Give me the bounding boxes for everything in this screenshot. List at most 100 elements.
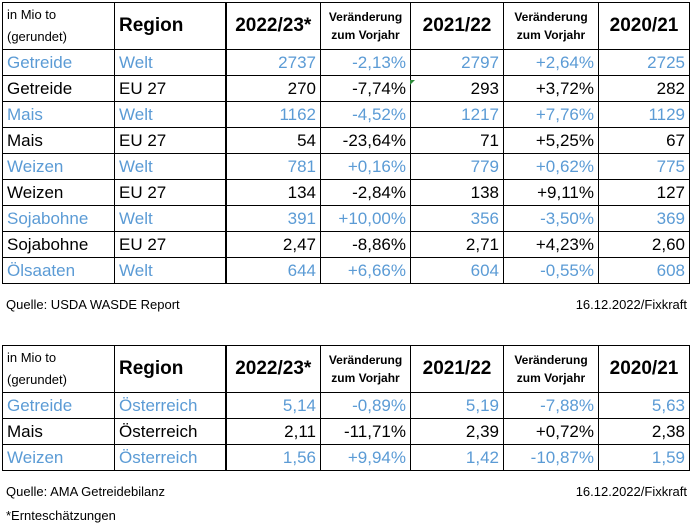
value-2022-23-cell: 644 — [225, 257, 321, 284]
year-2022-23-header: 2022/23* — [225, 345, 321, 393]
change-header: Veränderung zum Vorjahr — [320, 345, 411, 393]
footnote: *Ernteschätzungen — [6, 508, 116, 523]
region-cell: Welt — [114, 205, 227, 232]
value-2021-22-cell: 2797 — [410, 49, 504, 76]
table-2-body: Getreide Österreich 5,14 -0,89% 5,19 -7,88% 5,… — [2, 392, 690, 471]
table-row: Mais Österreich 2,11 -11,71% 2,39 +0,72% 2,38 — [2, 418, 690, 445]
change-cell: +9,11% — [503, 179, 599, 206]
change-cell: -4,52% — [320, 101, 411, 128]
value-2022-23-cell: 1162 — [225, 101, 321, 128]
year-2021-22-header: 2021/22 — [410, 345, 504, 393]
value-2020-21-cell: 775 — [598, 153, 690, 180]
crop-cell: Getreide — [2, 392, 115, 419]
change-cell: -0,89% — [320, 392, 411, 419]
region-cell: Österreich — [114, 392, 227, 419]
change-cell: -10,87% — [503, 444, 599, 471]
crop-cell: Sojabohne — [2, 205, 115, 232]
crop-cell: Getreide — [2, 49, 115, 76]
value-2022-23-cell: 134 — [225, 179, 321, 206]
source-label: Quelle: AMA Getreidebilanz — [6, 484, 165, 499]
table-header: in Mio to (gerundet) Region 2022/23* Ver… — [2, 345, 690, 393]
change-cell: +0,62% — [503, 153, 599, 180]
value-2020-21-cell: 369 — [598, 205, 690, 232]
value-2022-23-cell: 2,11 — [225, 418, 321, 445]
change-cell: -7,74% — [320, 75, 411, 102]
value-2022-23-cell: 5,14 — [225, 392, 321, 419]
table-2: in Mio to (gerundet) Region 2022/23* Ver… — [2, 345, 690, 471]
year-2020-21-header: 2020/21 — [598, 345, 690, 393]
table-row: Weizen EU 27 134 -2,84% 138 +9,11% 127 — [2, 179, 690, 206]
table-1-body: Getreide Welt 2737 -2,13% 2797 +2,64% 2725 Getr… — [2, 49, 690, 284]
crop-cell: Weizen — [2, 153, 115, 180]
cell-indicator — [410, 80, 415, 85]
change-cell: -2,84% — [320, 179, 411, 206]
value-2021-22-cell: 1,42 — [410, 444, 504, 471]
value-2022-23-cell: 2,47 — [225, 231, 321, 258]
table-header: in Mio to (gerundet) Region 2022/23* Ver… — [2, 2, 690, 50]
value-2021-22-cell: 2,71 — [410, 231, 504, 258]
value-2020-21-cell: 608 — [598, 257, 690, 284]
value-2021-22-cell: 2,39 — [410, 418, 504, 445]
value-2022-23-cell: 270 — [225, 75, 321, 102]
region-cell: Welt — [114, 153, 227, 180]
change-cell: -2,13% — [320, 49, 411, 76]
value-2021-22-cell: 604 — [410, 257, 504, 284]
crop-cell: Weizen — [2, 444, 115, 471]
crop-cell: Mais — [2, 127, 115, 154]
table-row: Ölsaaten Welt 644 +6,66% 604 -0,55% 608 — [2, 257, 690, 284]
year-2021-22-header: 2021/22 — [410, 2, 504, 50]
change-cell: +7,76% — [503, 101, 599, 128]
value-2020-21-cell: 2,38 — [598, 418, 690, 445]
change-cell: -11,71% — [320, 418, 411, 445]
region-cell: EU 27 — [114, 127, 227, 154]
region-cell: Welt — [114, 101, 227, 128]
table-row: Getreide EU 27 270 -7,74% 293 +3,72% 282 — [2, 75, 690, 102]
value-2022-23-cell: 1,56 — [225, 444, 321, 471]
change-cell: +5,25% — [503, 127, 599, 154]
year-2020-21-header: 2020/21 — [598, 2, 690, 50]
value-2020-21-cell: 282 — [598, 75, 690, 102]
source-label: Quelle: USDA WASDE Report — [6, 297, 180, 312]
region-cell: EU 27 — [114, 179, 227, 206]
value-2021-22-cell: 356 — [410, 205, 504, 232]
change-cell: +6,66% — [320, 257, 411, 284]
change-cell: -23,64% — [320, 127, 411, 154]
year-2022-23-header: 2022/23* — [225, 2, 321, 50]
region-cell: EU 27 — [114, 231, 227, 258]
table-row: Weizen Österreich 1,56 +9,94% 1,42 -10,87% 1,5… — [2, 444, 690, 471]
region-cell: Welt — [114, 257, 227, 284]
date-label: 16.12.2022/Fixkraft — [575, 484, 687, 499]
value-2021-22-cell: 1217 — [410, 101, 504, 128]
table-row: Weizen Welt 781 +0,16% 779 +0,62% 775 — [2, 153, 690, 180]
crop-cell: Mais — [2, 418, 115, 445]
value-2020-21-cell: 1,59 — [598, 444, 690, 471]
change-cell: +4,23% — [503, 231, 599, 258]
change-cell: -0,55% — [503, 257, 599, 284]
table-row: Mais Welt 1162 -4,52% 1217 +7,76% 1129 — [2, 101, 690, 128]
change-cell: -7,88% — [503, 392, 599, 419]
region-header: Region — [114, 2, 227, 50]
change-cell: +0,16% — [320, 153, 411, 180]
table-row: Sojabohne Welt 391 +10,00% 356 -3,50% 369 — [2, 205, 690, 232]
region-cell: Welt — [114, 49, 227, 76]
change-cell: +3,72% — [503, 75, 599, 102]
date-label: 16.12.2022/Fixkraft — [575, 297, 687, 312]
unit-header: in Mio to (gerundet) — [2, 2, 115, 50]
change-header: Veränderung zum Vorjahr — [503, 345, 599, 393]
value-2020-21-cell: 2725 — [598, 49, 690, 76]
change-cell: +2,64% — [503, 49, 599, 76]
table-1: in Mio to (gerundet) Region 2022/23* Ver… — [2, 2, 690, 284]
crop-cell: Mais — [2, 101, 115, 128]
value-2021-22-cell: 71 — [410, 127, 504, 154]
value-2022-23-cell: 2737 — [225, 49, 321, 76]
table-row: Getreide Welt 2737 -2,13% 2797 +2,64% 2725 — [2, 49, 690, 76]
unit-header: in Mio to (gerundet) — [2, 345, 115, 393]
value-2020-21-cell: 1129 — [598, 101, 690, 128]
crop-cell: Getreide — [2, 75, 115, 102]
change-cell: -3,50% — [503, 205, 599, 232]
value-2021-22-cell: 779 — [410, 153, 504, 180]
region-header: Region — [114, 345, 227, 393]
change-cell: +10,00% — [320, 205, 411, 232]
value-2021-22-cell: 293 — [410, 75, 504, 102]
region-cell: Österreich — [114, 444, 227, 471]
